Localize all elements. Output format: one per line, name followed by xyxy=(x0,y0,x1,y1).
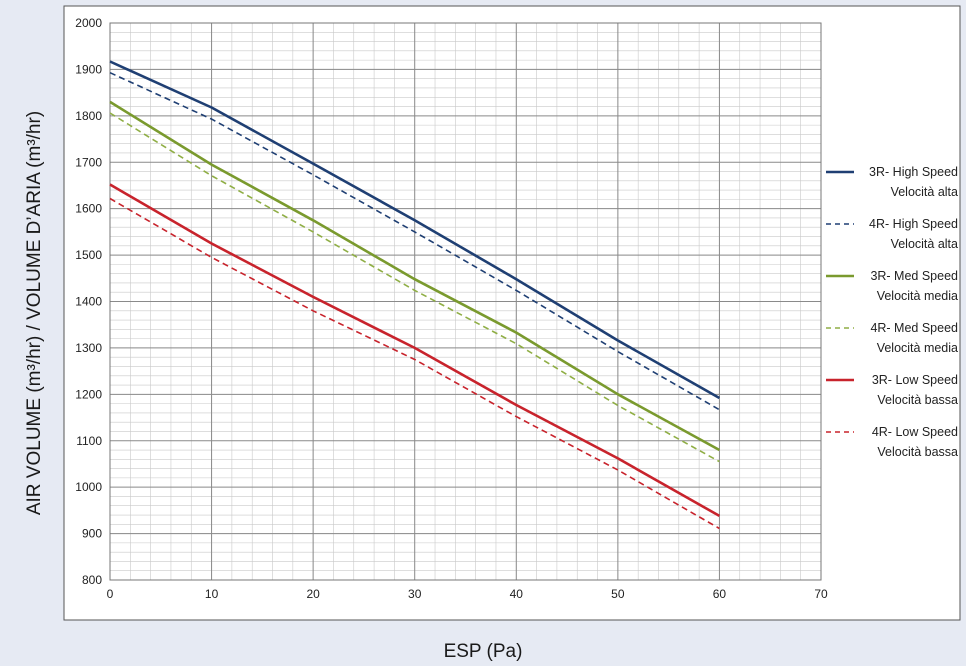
axis-ticks: 0 10 20 30 40 50 60 70 800 900 1000 1100 1200 1300 140… xyxy=(75,16,828,601)
y-tick-label: 800 xyxy=(82,573,102,587)
legend-sublabel: Velocità alta xyxy=(891,237,958,251)
plot-area-border xyxy=(109,22,822,581)
x-tick-label: 70 xyxy=(814,587,828,601)
x-tick-label: 10 xyxy=(205,587,219,601)
x-tick-label: 40 xyxy=(510,587,524,601)
chart-frame xyxy=(63,5,961,621)
legend-label: 3R- Med Speed xyxy=(870,269,958,283)
legend-sublabel: Velocità media xyxy=(877,289,958,303)
legend-sublabel: Velocità alta xyxy=(891,185,958,199)
legend-sublabel: Velocità media xyxy=(877,341,958,355)
legend-label: 3R- High Speed xyxy=(869,165,958,179)
x-tick-label: 50 xyxy=(611,587,625,601)
y-tick-label: 1200 xyxy=(75,387,102,401)
y-tick-label: 2000 xyxy=(75,16,102,30)
y-tick-label: 1300 xyxy=(75,341,102,355)
y-tick-label: 1100 xyxy=(76,434,102,448)
legend-label: 4R- Low Speed xyxy=(872,425,958,439)
y-tick-label: 1400 xyxy=(75,295,102,309)
y-tick-label: 900 xyxy=(82,527,102,541)
legend: 3R- High Speed Velocità alta 4R- High Spee… xyxy=(826,165,958,459)
legend-sublabel: Velocità bassa xyxy=(877,445,958,459)
y-tick-label: 1600 xyxy=(75,202,102,216)
y-tick-label: 1800 xyxy=(75,109,102,123)
legend-label: 4R- Med Speed xyxy=(870,321,958,335)
x-tick-label: 30 xyxy=(408,587,422,601)
y-tick-label: 1900 xyxy=(75,62,102,76)
series-line xyxy=(109,197,720,530)
series-line xyxy=(109,183,721,518)
y-tick-label: 1700 xyxy=(75,155,102,169)
x-tick-label: 60 xyxy=(713,587,727,601)
series-lines xyxy=(109,60,721,530)
series-line xyxy=(109,60,721,400)
series-line xyxy=(109,112,720,463)
x-tick-label: 0 xyxy=(107,587,114,601)
legend-sublabel: Velocità bassa xyxy=(877,393,958,407)
x-tick-label: 20 xyxy=(306,587,320,601)
y-tick-label: 1500 xyxy=(75,248,102,262)
legend-label: 4R- High Speed xyxy=(869,217,958,231)
series-line xyxy=(109,71,720,411)
y-axis-title: AIR VOLUME (m³/hr) / VOLUME D’ARIA (m³/h… xyxy=(24,111,45,515)
legend-label: 3R- Low Speed xyxy=(872,373,958,387)
y-tick-label: 1000 xyxy=(75,480,102,494)
series-line xyxy=(109,100,721,452)
x-axis-title: ESP (Pa) xyxy=(444,641,523,662)
